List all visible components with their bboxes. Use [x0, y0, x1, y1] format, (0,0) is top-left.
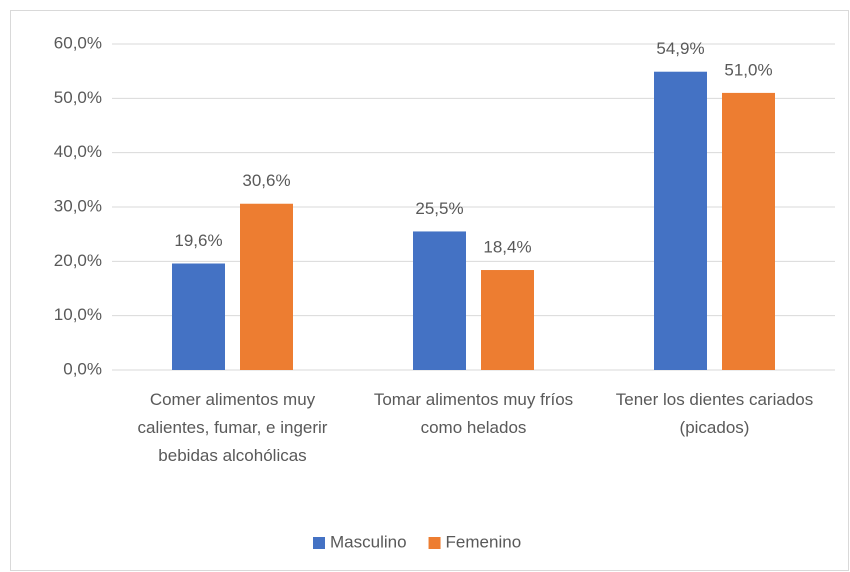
- data-label: 30,6%: [242, 171, 290, 190]
- x-tick-label: Tener los dientes cariados (picados): [615, 390, 814, 437]
- x-tick-label: Comer alimentos muy calientes, fumar, e …: [137, 390, 328, 465]
- bar: [722, 92, 775, 371]
- data-label: 51,0%: [724, 60, 772, 79]
- y-tick-label: 30,0%: [54, 196, 102, 215]
- legend-swatch: [428, 537, 441, 549]
- y-tick-label: 0,0%: [63, 359, 102, 378]
- bar: [240, 203, 293, 370]
- bar: [172, 263, 225, 370]
- legend-swatch: [313, 537, 325, 549]
- data-label: 18,4%: [483, 238, 531, 257]
- legend-label: Masculino: [330, 532, 407, 551]
- y-tick-label: 40,0%: [54, 142, 102, 161]
- y-tick-label: 60,0%: [54, 33, 102, 52]
- bar: [654, 71, 707, 371]
- data-label: 25,5%: [415, 199, 463, 218]
- bar: [413, 231, 466, 370]
- legend-label: Femenino: [446, 532, 522, 551]
- y-tick-label: 50,0%: [54, 88, 102, 107]
- data-label: 54,9%: [656, 39, 704, 58]
- data-label: 19,6%: [174, 231, 222, 250]
- y-tick-label: 20,0%: [54, 251, 102, 270]
- y-tick-label: 10,0%: [54, 305, 102, 324]
- x-tick-label: Tomar alimentos muy fríos como helados: [373, 390, 574, 437]
- bar: [481, 270, 534, 370]
